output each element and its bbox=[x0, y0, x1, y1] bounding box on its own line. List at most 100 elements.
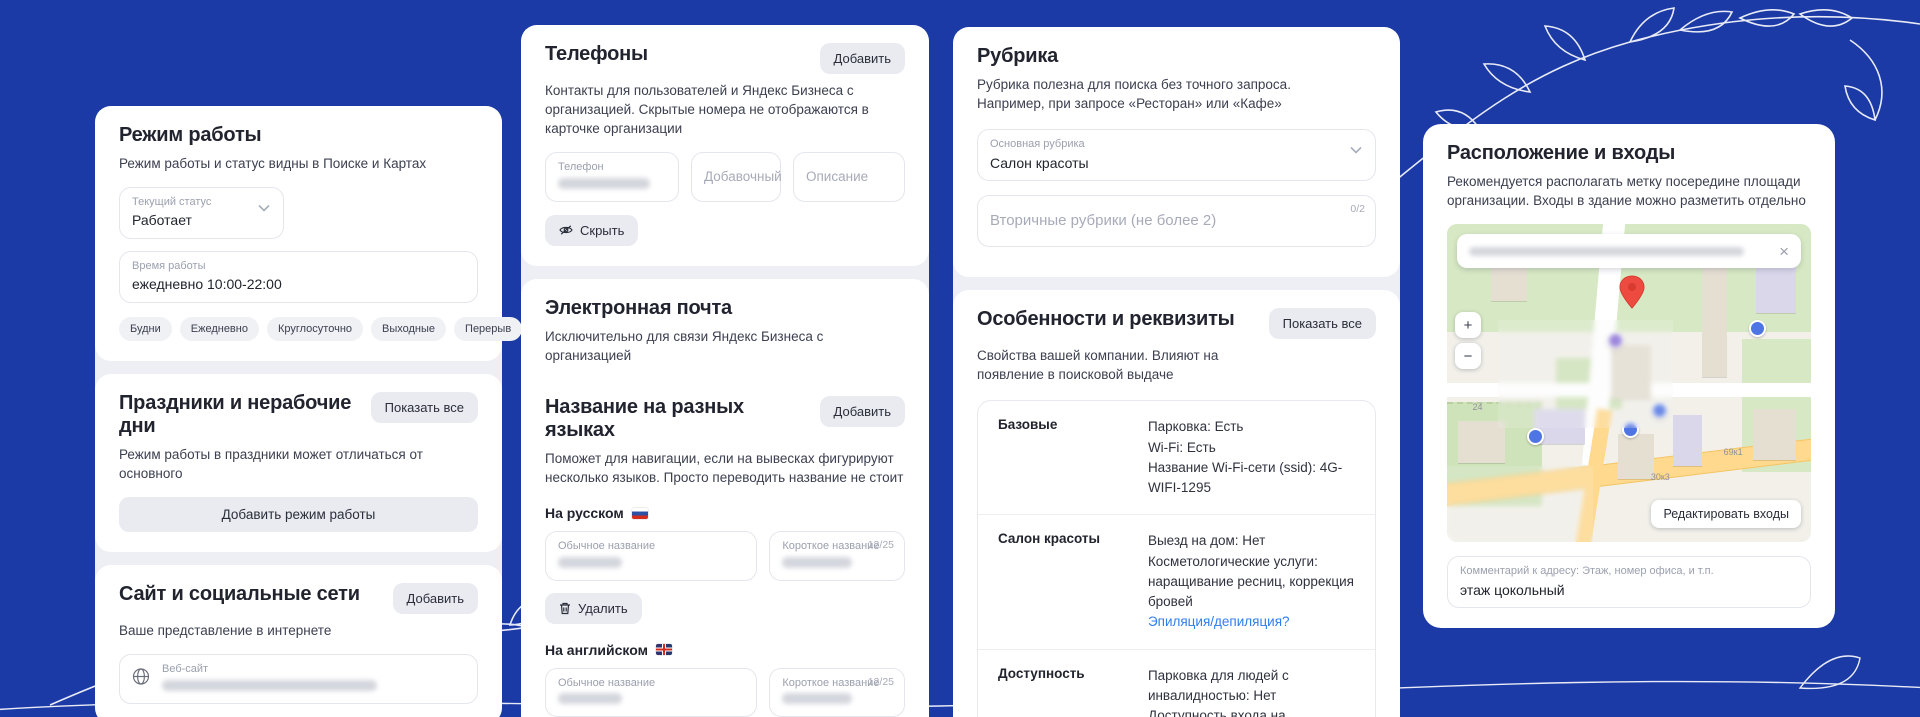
short-name-label-en: Короткое название bbox=[782, 676, 880, 689]
short-name-en-counter: 12/25 bbox=[867, 675, 894, 688]
current-status-select[interactable]: Текущий статус Работает bbox=[119, 187, 284, 239]
short-name-ru-input[interactable]: Короткое название 12/25 bbox=[769, 531, 905, 581]
common-name-en-redacted bbox=[558, 692, 744, 708]
uk-flag-icon bbox=[655, 644, 672, 656]
website-add-button[interactable]: Добавить bbox=[392, 583, 478, 615]
website-title: Сайт и социальные сети bbox=[119, 583, 360, 606]
edit-entrances-button[interactable]: Редактировать входы bbox=[1651, 500, 1801, 529]
hours-chip-break[interactable]: Перерыв bbox=[454, 316, 523, 341]
main-rubric-select[interactable]: Основная рубрика Салон красоты bbox=[977, 129, 1376, 182]
extension-placeholder: Добавочный bbox=[704, 169, 782, 185]
hide-phone-button[interactable]: Скрыть bbox=[545, 214, 639, 246]
short-name-ru-counter: 12/25 bbox=[867, 539, 894, 552]
short-name-en-input[interactable]: Короткое название 12/25 bbox=[769, 667, 905, 717]
add-working-mode-button[interactable]: Добавить режим работы bbox=[119, 497, 478, 533]
email-title: Электронная почта bbox=[545, 296, 732, 319]
extension-input[interactable]: Добавочный bbox=[691, 152, 782, 202]
working-time-input[interactable]: Время работы ежедневно 10:00-22:00 bbox=[119, 250, 478, 303]
map-poi-icon bbox=[1749, 319, 1767, 337]
rubric-title: Рубрика bbox=[977, 45, 1059, 67]
working-hours-subtitle: Режим работы и статус видны в Поиске и К… bbox=[119, 156, 427, 171]
epilation-question-link[interactable]: Эпиляция/депиляция? bbox=[1147, 614, 1290, 630]
map-zoom-controls: + − bbox=[1455, 312, 1481, 370]
working-time-label: Время работы bbox=[132, 259, 206, 272]
main-rubric-value: Салон красоты bbox=[990, 154, 1089, 171]
holidays-show-all-button[interactable]: Показать все bbox=[370, 391, 478, 423]
map-canvas[interactable]: 24 69к1 30к3 × + − Редактировать входы bbox=[1447, 224, 1811, 543]
section-features: Особенности и реквизиты Показать все Сво… bbox=[953, 290, 1400, 717]
holidays-subtitle: Режим работы в праздники может отличатьс… bbox=[119, 446, 423, 481]
phone-input-label: Телефон bbox=[558, 161, 604, 174]
section-holidays: Праздники и нерабочие дни Показать все Р… bbox=[95, 373, 502, 553]
feature-row-accessibility: Доступность Парковка для людей с инвалид… bbox=[978, 648, 1375, 717]
map-label-30k3: 30к3 bbox=[1650, 472, 1670, 483]
section-rubric: Рубрика Рубрика полезна для поиска без т… bbox=[953, 27, 1400, 278]
delete-ru-name-button[interactable]: Удалить bbox=[545, 592, 642, 624]
map-label-24: 24 bbox=[1472, 402, 1483, 413]
working-time-value: ежедневно 10:00-22:00 bbox=[132, 276, 282, 293]
website-input-label: Веб-сайт bbox=[162, 663, 209, 676]
secondary-rubrics-input[interactable]: Вторичные рубрики (не более 2) 0/2 bbox=[977, 195, 1376, 248]
address-comment-label: Комментарий к адресу: Этаж, номер офиса,… bbox=[1460, 565, 1714, 578]
hide-phone-label: Скрыть bbox=[580, 222, 625, 238]
phone-value-redacted bbox=[558, 177, 666, 193]
section-website: Сайт и социальные сети Добавить Ваше пре… bbox=[95, 565, 502, 717]
names-add-button[interactable]: Добавить bbox=[819, 396, 905, 427]
secondary-rubrics-placeholder: Вторичные рубрики (не более 2) bbox=[990, 212, 1217, 230]
russian-language-label: На русском bbox=[545, 505, 905, 521]
rubric-features-card: Рубрика Рубрика полезна для поиска без т… bbox=[953, 27, 1400, 717]
zoom-in-button[interactable]: + bbox=[1455, 312, 1481, 339]
eye-off-icon bbox=[559, 224, 573, 236]
common-name-en-input[interactable]: Обычное название bbox=[545, 667, 758, 717]
map-poi-icon bbox=[1527, 427, 1545, 445]
location-subtitle: Рекомендуется располагать метку посереди… bbox=[1447, 174, 1806, 209]
rubric-subtitle: Рубрика полезна для поиска без точного з… bbox=[977, 77, 1291, 112]
delete-ru-name-label: Удалить bbox=[578, 600, 628, 616]
current-status-label: Текущий статус bbox=[132, 196, 212, 209]
features-title: Особенности и реквизиты bbox=[977, 308, 1235, 331]
section-working-hours: Режим работы Режим работы и статус видны… bbox=[95, 106, 523, 361]
short-name-ru-redacted bbox=[782, 556, 892, 572]
features-show-all-button[interactable]: Показать все bbox=[1268, 308, 1376, 340]
secondary-rubrics-counter: 0/2 bbox=[1350, 203, 1365, 216]
common-name-label: Обычное название bbox=[558, 540, 656, 553]
location-card: Расположение и входы Рекомендуется распо… bbox=[1423, 124, 1835, 629]
main-rubric-label: Основная рубрика bbox=[990, 138, 1085, 151]
phone-input[interactable]: Телефон bbox=[545, 152, 679, 202]
website-value-redacted bbox=[162, 679, 465, 695]
description-placeholder: Описание bbox=[806, 169, 869, 185]
hours-chip-weekdays[interactable]: Будни bbox=[119, 316, 172, 341]
short-name-en-redacted bbox=[782, 692, 892, 708]
description-input[interactable]: Описание bbox=[793, 152, 905, 202]
address-text-redacted bbox=[1469, 246, 1745, 256]
current-status-value: Работает bbox=[132, 212, 192, 229]
zoom-out-button[interactable]: − bbox=[1455, 343, 1481, 370]
close-icon[interactable]: × bbox=[1779, 241, 1789, 261]
holidays-title: Праздники и нерабочие дни bbox=[119, 391, 352, 437]
trash-icon bbox=[559, 602, 571, 615]
location-title: Расположение и входы bbox=[1447, 142, 1676, 164]
website-subtitle: Ваше представление в интернете bbox=[119, 623, 332, 639]
common-name-label-en: Обычное название bbox=[558, 676, 656, 689]
hours-chip-daily[interactable]: Ежедневно bbox=[179, 316, 259, 341]
phones-add-button[interactable]: Добавить bbox=[819, 43, 905, 74]
common-name-ru-redacted bbox=[558, 556, 744, 572]
phones-subtitle: Контакты для пользователей и Яндекс Бизн… bbox=[545, 83, 869, 137]
names-subtitle: Поможет для навигации, если на вывесках … bbox=[545, 451, 904, 486]
hours-chip-weekend[interactable]: Выходные bbox=[371, 316, 447, 341]
working-hours-title: Режим работы bbox=[119, 124, 262, 146]
schedule-card: Режим работы Режим работы и статус видны… bbox=[95, 106, 523, 717]
names-card: Название на разных языках Добавить Помож… bbox=[521, 378, 929, 717]
website-input[interactable]: Веб-сайт bbox=[119, 654, 478, 704]
hours-chips-row: Будни Ежедневно Круглосуточно Выходные П… bbox=[119, 316, 523, 341]
section-phones: Телефоны Добавить Контакты для пользоват… bbox=[521, 25, 929, 266]
address-comment-input[interactable]: Комментарий к адресу: Этаж, номер офиса,… bbox=[1447, 556, 1811, 609]
features-table: Базовые Парковка: Есть Wi-Fi: Есть Назва… bbox=[977, 400, 1376, 717]
map-address-searchbar[interactable]: × bbox=[1457, 234, 1801, 269]
location-pin-icon[interactable] bbox=[1618, 275, 1646, 309]
common-name-ru-input[interactable]: Обычное название bbox=[545, 531, 758, 581]
email-subtitle: Исключительно для связи Яндекс Бизнеса с… bbox=[545, 328, 824, 363]
hours-chip-24h[interactable]: Круглосуточно bbox=[266, 316, 364, 341]
features-subtitle: Свойства вашей компании. Влияют на появл… bbox=[977, 348, 1219, 383]
